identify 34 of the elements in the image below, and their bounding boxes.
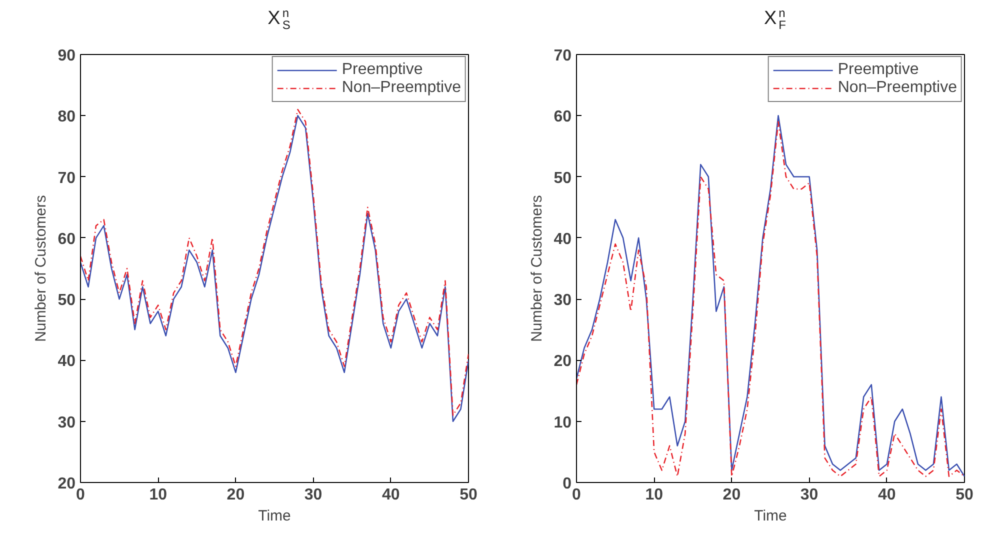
y-tick-label: 30 <box>554 292 572 310</box>
x-tick-label: 10 <box>645 486 664 504</box>
legend-label: Preemptive <box>342 61 423 79</box>
x-axis-title: Time <box>754 508 787 524</box>
y-tick-label: 30 <box>58 414 76 432</box>
x-tick-label: 50 <box>956 486 974 504</box>
x-axis-title: Time <box>258 508 291 524</box>
y-axis-title: Number of Customers <box>528 195 546 342</box>
legend-label: Preemptive <box>838 61 919 79</box>
y-tick-label: 40 <box>554 230 572 248</box>
legend-label: Non–Preemptive <box>342 79 461 97</box>
y-tick-label: 80 <box>58 108 76 126</box>
x-tick-label: 30 <box>304 486 322 504</box>
y-tick-label: 50 <box>554 170 572 187</box>
y-tick-label: 10 <box>554 414 572 432</box>
y-tick-label: 20 <box>554 353 572 370</box>
x-tick-label: 20 <box>226 486 245 504</box>
y-tick-label: 60 <box>554 108 572 126</box>
legend-label: Non–Preemptive <box>838 79 957 97</box>
y-tick-label: 70 <box>554 48 572 64</box>
y-axis-title: Number of Customers <box>32 195 50 342</box>
x-tick-label: 10 <box>149 486 168 504</box>
y-tick-label: 50 <box>58 292 76 310</box>
x-tick-label: 50 <box>460 486 478 504</box>
x-tick-label: 20 <box>722 486 741 504</box>
y-tick-label: 60 <box>58 230 76 248</box>
x-tick-label: 40 <box>878 486 896 504</box>
y-tick-label: 40 <box>58 353 76 370</box>
y-tick-label: 0 <box>562 476 572 492</box>
y-tick-label: 70 <box>58 170 76 187</box>
y-tick-label: 90 <box>58 48 76 64</box>
y-tick-label: 20 <box>58 476 76 492</box>
x-tick-label: 40 <box>382 486 400 504</box>
x-tick-label: 30 <box>800 486 818 504</box>
